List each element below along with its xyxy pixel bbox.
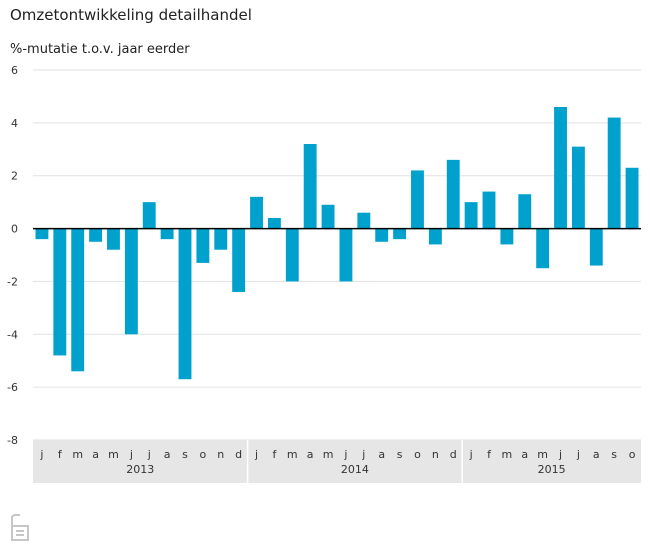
bar — [124, 228, 138, 335]
bar — [107, 228, 120, 250]
x-tick-label: m — [502, 448, 513, 461]
x-tick-label: s — [611, 448, 617, 461]
bar — [446, 159, 460, 229]
bar — [428, 228, 442, 245]
bar — [71, 228, 85, 372]
bar — [35, 228, 49, 240]
bar — [607, 117, 621, 229]
x-tick-label: o — [414, 448, 421, 461]
year-label: 2014 — [341, 463, 369, 476]
bar — [393, 228, 407, 240]
bar — [536, 228, 550, 269]
bar — [178, 228, 192, 380]
x-tick-label: s — [397, 448, 403, 461]
x-tick-label: j — [254, 448, 258, 461]
x-tick-label: d — [450, 448, 457, 461]
x-tick-label: m — [537, 448, 548, 461]
y-tick-label: 6 — [11, 64, 18, 77]
y-tick-label: -6 — [7, 381, 18, 394]
x-tick-label: a — [378, 448, 385, 461]
x-axis-band — [33, 440, 641, 483]
x-tick-label: n — [432, 448, 439, 461]
x-tick-label: j — [343, 448, 347, 461]
chart-title: Omzetontwikkeling detailhandel — [10, 6, 252, 24]
x-tick-label: j — [469, 448, 473, 461]
x-tick-label: a — [92, 448, 99, 461]
bar — [375, 228, 389, 242]
bar — [500, 228, 514, 245]
y-tick-label: 0 — [11, 223, 18, 236]
x-tick-label: f — [487, 448, 492, 461]
x-tick-label: a — [164, 448, 171, 461]
bar — [518, 194, 532, 229]
bar — [196, 228, 210, 263]
bar — [554, 107, 567, 229]
bar — [625, 167, 639, 229]
x-tick-label: j — [576, 448, 580, 461]
y-tick-label: -2 — [7, 275, 18, 288]
cbs-logo-icon — [11, 514, 29, 541]
bar — [232, 228, 246, 292]
year-label: 2015 — [538, 463, 566, 476]
x-tick-label: f — [58, 448, 63, 461]
x-tick-label: j — [129, 448, 133, 461]
x-tick-label: m — [108, 448, 119, 461]
bar — [411, 170, 424, 229]
x-tick-label: m — [287, 448, 298, 461]
bar — [357, 212, 371, 229]
bar — [482, 191, 496, 229]
x-tick-label: j — [147, 448, 151, 461]
x-tick-label: s — [182, 448, 188, 461]
bar — [89, 228, 103, 242]
x-tick-label: n — [217, 448, 224, 461]
x-tick-label: a — [593, 448, 600, 461]
bar — [214, 228, 228, 250]
x-tick-label: f — [272, 448, 277, 461]
x-tick-label: m — [323, 448, 334, 461]
bar — [53, 228, 67, 356]
bar — [160, 228, 174, 240]
bar — [303, 144, 317, 229]
bar — [464, 202, 478, 229]
x-tick-label: j — [558, 448, 562, 461]
x-tick-label: a — [307, 448, 314, 461]
bar — [321, 204, 335, 229]
x-tick-label: d — [235, 448, 242, 461]
y-axis-label: %-mutatie t.o.v. jaar eerder — [10, 42, 190, 57]
y-tick-label: -4 — [7, 328, 18, 341]
x-tick-label: o — [629, 448, 636, 461]
x-tick-label: a — [521, 448, 528, 461]
x-tick-label: m — [72, 448, 83, 461]
bar — [142, 202, 156, 229]
x-tick-label: o — [200, 448, 207, 461]
bar — [339, 228, 353, 282]
bar — [285, 228, 299, 282]
y-tick-label: 4 — [11, 117, 18, 130]
bar — [267, 218, 281, 229]
bar — [571, 146, 585, 229]
y-tick-label: 2 — [11, 170, 18, 183]
y-tick-label: -8 — [7, 434, 18, 447]
bar — [589, 228, 603, 266]
x-tick-label: j — [39, 448, 43, 461]
x-tick-label: j — [361, 448, 365, 461]
year-label: 2013 — [126, 463, 154, 476]
bar — [250, 196, 263, 229]
